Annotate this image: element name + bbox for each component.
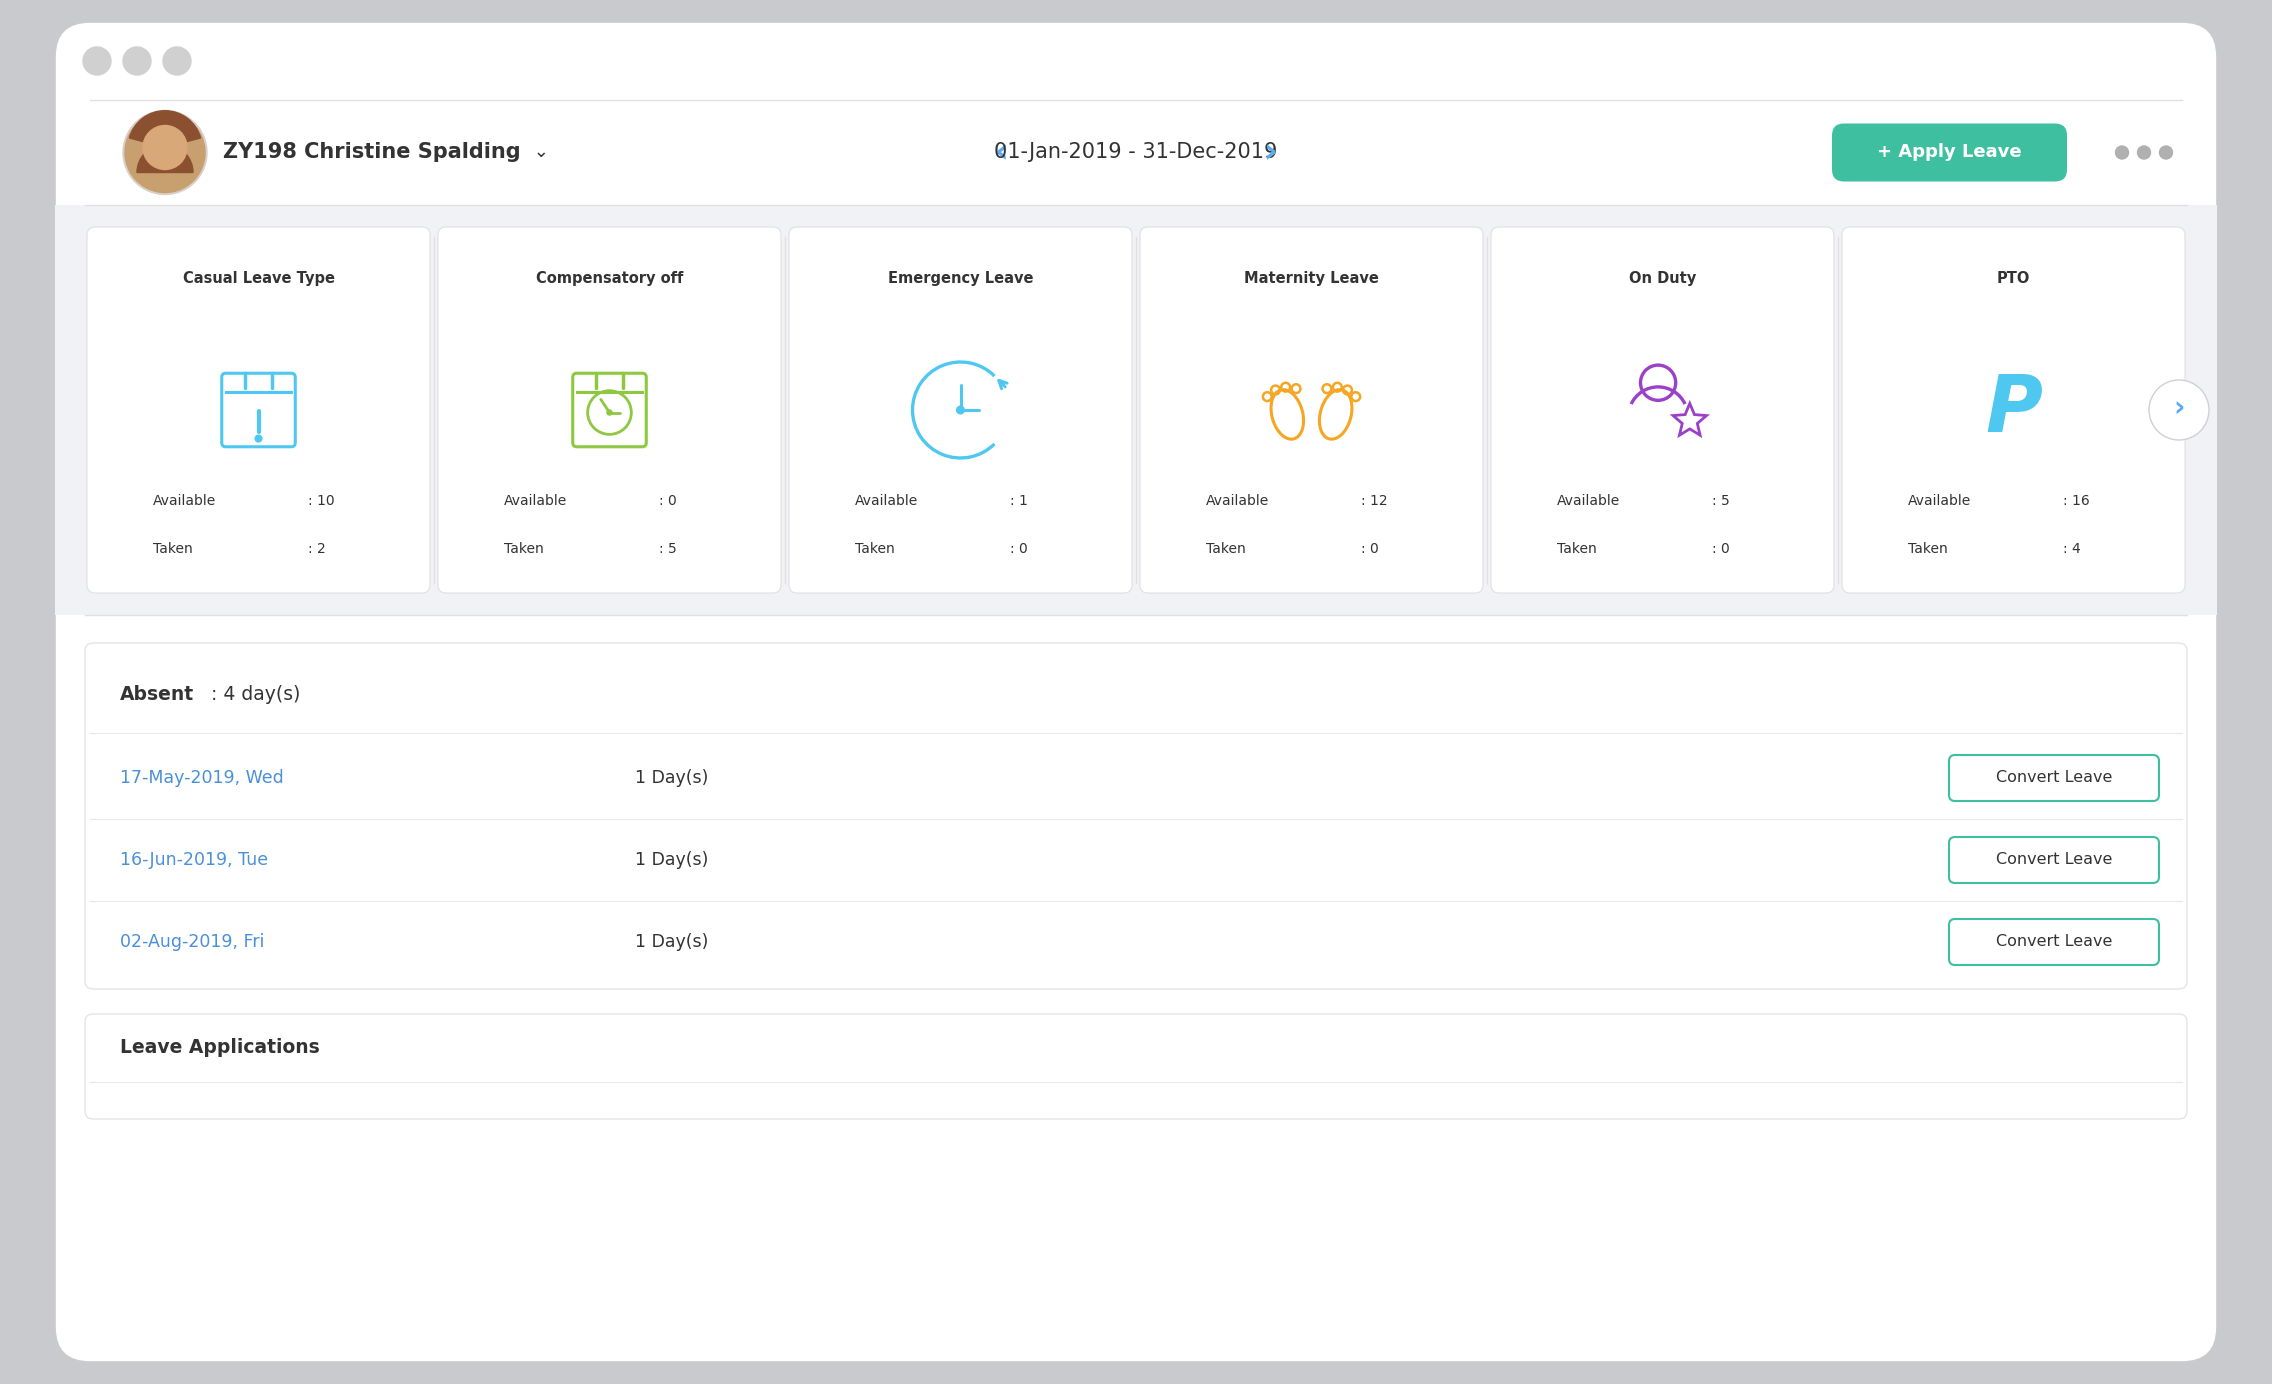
- Text: PTO: PTO: [1997, 271, 2031, 286]
- FancyBboxPatch shape: [1949, 919, 2158, 965]
- Text: 17-May-2019, Wed: 17-May-2019, Wed: [120, 770, 284, 787]
- Text: : 0: : 0: [1711, 543, 1729, 556]
- Circle shape: [957, 406, 963, 414]
- Text: + Apply Leave: + Apply Leave: [1877, 144, 2022, 162]
- Bar: [55, 205, 2217, 614]
- Text: : 1: : 1: [1009, 494, 1027, 508]
- Text: ⌄: ⌄: [527, 144, 550, 162]
- FancyBboxPatch shape: [1490, 227, 1834, 592]
- Text: : 2: : 2: [307, 543, 325, 556]
- Text: : 10: : 10: [307, 494, 334, 508]
- Circle shape: [125, 112, 204, 192]
- Text: Leave Applications: Leave Applications: [120, 1038, 320, 1057]
- Text: : 5: : 5: [659, 543, 677, 556]
- Text: Casual Leave Type: Casual Leave Type: [182, 271, 334, 286]
- Text: Taken: Taken: [504, 543, 543, 556]
- Text: : 0: : 0: [1361, 543, 1379, 556]
- Text: : 16: : 16: [2063, 494, 2090, 508]
- Circle shape: [2158, 145, 2172, 159]
- Wedge shape: [130, 111, 200, 148]
- Text: P: P: [1986, 372, 2043, 448]
- Text: Available: Available: [152, 494, 216, 508]
- Circle shape: [123, 47, 150, 75]
- Circle shape: [143, 126, 186, 169]
- Text: Available: Available: [1206, 494, 1270, 508]
- FancyBboxPatch shape: [438, 227, 782, 592]
- Text: 1 Day(s): 1 Day(s): [634, 933, 709, 951]
- Text: Available: Available: [504, 494, 568, 508]
- Circle shape: [2138, 145, 2152, 159]
- Text: Absent: Absent: [120, 685, 193, 704]
- Circle shape: [2149, 381, 2208, 440]
- Text: 1 Day(s): 1 Day(s): [634, 851, 709, 869]
- Text: : 0: : 0: [1009, 543, 1027, 556]
- Text: : 4: : 4: [2063, 543, 2081, 556]
- FancyBboxPatch shape: [1949, 837, 2158, 883]
- Circle shape: [254, 435, 261, 441]
- Text: Taken: Taken: [1908, 543, 1947, 556]
- Text: : 0: : 0: [659, 494, 677, 508]
- Text: ZY198 Christine Spalding: ZY198 Christine Spalding: [223, 143, 520, 162]
- Text: Available: Available: [854, 494, 918, 508]
- Text: Convert Leave: Convert Leave: [1995, 771, 2113, 786]
- Text: Available: Available: [1556, 494, 1620, 508]
- Text: Compensatory off: Compensatory off: [536, 271, 684, 286]
- Text: Taken: Taken: [1206, 543, 1245, 556]
- Text: 16-Jun-2019, Tue: 16-Jun-2019, Tue: [120, 851, 268, 869]
- FancyBboxPatch shape: [1831, 123, 2068, 181]
- Text: Taken: Taken: [854, 543, 895, 556]
- Text: 1 Day(s): 1 Day(s): [634, 770, 709, 787]
- Circle shape: [2115, 145, 2129, 159]
- Text: 02-Aug-2019, Fri: 02-Aug-2019, Fri: [120, 933, 264, 951]
- FancyBboxPatch shape: [84, 1014, 2188, 1120]
- FancyBboxPatch shape: [86, 227, 429, 592]
- Circle shape: [607, 410, 611, 415]
- Circle shape: [164, 47, 191, 75]
- Circle shape: [84, 47, 111, 75]
- Text: ›: ›: [2174, 394, 2186, 422]
- FancyBboxPatch shape: [1141, 227, 1484, 592]
- FancyBboxPatch shape: [1843, 227, 2186, 592]
- Text: Emergency Leave: Emergency Leave: [888, 271, 1034, 286]
- Text: On Duty: On Duty: [1629, 271, 1697, 286]
- Text: : 5: : 5: [1711, 494, 1729, 508]
- Text: Convert Leave: Convert Leave: [1995, 934, 2113, 949]
- Text: Taken: Taken: [1556, 543, 1597, 556]
- Text: Maternity Leave: Maternity Leave: [1245, 271, 1379, 286]
- Text: Available: Available: [1908, 494, 1972, 508]
- Text: ›: ›: [1263, 136, 1277, 169]
- Text: Taken: Taken: [152, 543, 193, 556]
- Circle shape: [123, 111, 207, 195]
- Wedge shape: [136, 144, 193, 173]
- FancyBboxPatch shape: [788, 227, 1131, 592]
- Text: 01-Jan-2019 - 31-Dec-2019: 01-Jan-2019 - 31-Dec-2019: [995, 143, 1277, 162]
- FancyBboxPatch shape: [55, 22, 2217, 1362]
- FancyBboxPatch shape: [1949, 756, 2158, 801]
- Text: : 4 day(s): : 4 day(s): [204, 685, 300, 704]
- FancyBboxPatch shape: [84, 644, 2188, 990]
- Text: : 12: : 12: [1361, 494, 1388, 508]
- Text: Convert Leave: Convert Leave: [1995, 853, 2113, 868]
- Text: ‹: ‹: [995, 136, 1009, 169]
